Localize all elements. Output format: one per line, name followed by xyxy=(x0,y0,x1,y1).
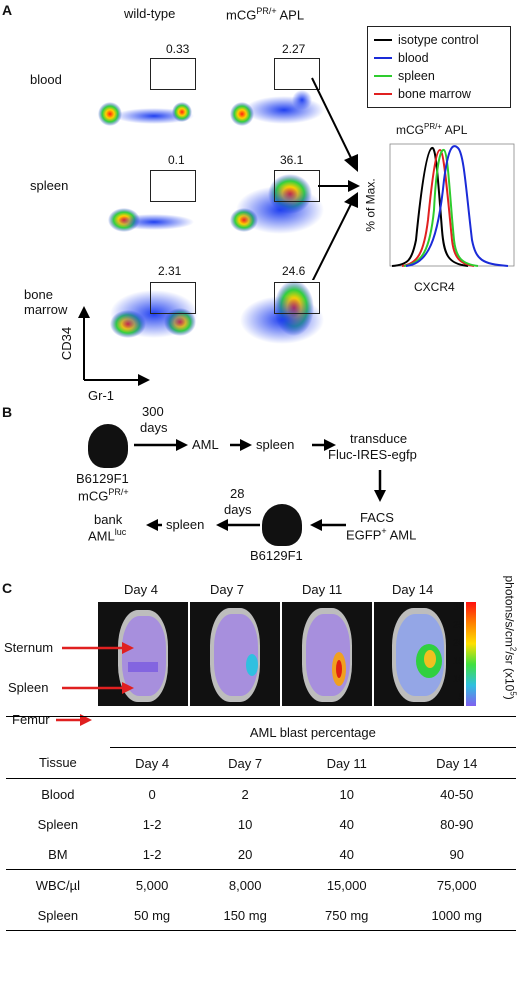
row-label-marrow: marrow xyxy=(24,302,68,317)
workflow-arrows xyxy=(134,439,386,531)
bank-line1: bank xyxy=(94,512,123,527)
xaxis-gr1: Gr-1 xyxy=(88,388,114,403)
axis-arrows xyxy=(78,306,150,386)
legend-item-isotype: isotype control xyxy=(374,33,479,47)
transduce-line1: transduce xyxy=(350,431,408,446)
table-header-row: Tissue Day 4 Day 7 Day 11 Day 14 xyxy=(6,748,516,779)
facs-line1: FACS xyxy=(360,510,394,525)
bioluminescence-day7 xyxy=(190,602,280,706)
facs-line2: EGFP+ AML xyxy=(346,526,417,543)
gate-value-wt-bm: 2.31 xyxy=(158,264,182,278)
gate-value-apl-blood: 2.27 xyxy=(282,42,306,56)
day-label-11: Day 11 xyxy=(302,582,343,597)
plot-wt-bm xyxy=(110,290,198,338)
spleen-node-2: spleen xyxy=(166,517,205,532)
table-row: Blood 0 2 10 40-50 xyxy=(41,786,474,802)
gate-wt-bm xyxy=(150,282,196,314)
transduce-line2: Fluc-IRES-egfp xyxy=(328,447,417,462)
organ-arrows xyxy=(56,642,134,726)
days28-line2: days xyxy=(224,502,252,517)
bioluminescence-day14 xyxy=(374,602,464,706)
bank-line2: AMLluc xyxy=(88,527,127,544)
colorbar-ticks: 30 25 20 15 10 5 xyxy=(452,602,464,703)
organ-label-spleen: Spleen xyxy=(8,680,49,695)
facs-dotplot-grid xyxy=(98,90,324,344)
strain1-line1: B6129F1 xyxy=(76,471,129,486)
gate-apl-bm xyxy=(274,282,320,314)
row-label-bone: bone xyxy=(24,287,53,302)
panel-b-letter: B xyxy=(2,404,13,420)
histogram-xlabel: CXCR4 xyxy=(414,280,455,294)
col-header-wildtype: wild-type xyxy=(124,6,176,21)
legend-swatch-bonemarrow xyxy=(374,92,392,96)
plot-apl-blood xyxy=(230,90,324,126)
legend-item-blood: blood xyxy=(374,51,429,65)
mouse-icon-2 xyxy=(262,504,302,546)
legend-swatch-blood xyxy=(374,56,392,60)
strain2: B6129F1 xyxy=(250,548,303,563)
legend-box: isotype control blood spleen bone marrow xyxy=(367,26,511,108)
gate-wt-spleen xyxy=(150,170,196,202)
day-label-4: Day 4 xyxy=(124,582,158,597)
gate-value-apl-spleen: 36.1 xyxy=(280,153,304,167)
panel-a-letter: A xyxy=(2,2,13,18)
table-header-span: AML blast percentage xyxy=(109,716,516,748)
row-label-spleen: spleen xyxy=(30,178,69,193)
organ-label-femur: Femur xyxy=(12,712,50,727)
table-row: WBC/µl 5,000 8,000 15,000 75,000 xyxy=(35,877,477,893)
days300-line2: days xyxy=(140,420,168,435)
strain1-line2: mCGPR/+ xyxy=(78,487,129,504)
table-row: Spleen 1-2 10 40 80-90 xyxy=(37,816,474,832)
gate-value-apl-bm: 24.6 xyxy=(282,264,306,278)
plot-apl-bm xyxy=(240,280,324,344)
plot-wt-spleen xyxy=(108,208,194,232)
arrows-to-histogram xyxy=(311,77,360,280)
panel-c-letter: C xyxy=(2,580,13,596)
aml-blast-table: AML blast percentage Tissue Day 4 Day 7 … xyxy=(6,716,516,931)
legend-swatch-isotype xyxy=(374,38,392,42)
gate-value-wt-spleen: 0.1 xyxy=(168,153,185,167)
gate-apl-blood xyxy=(274,58,320,90)
histogram-title: mCGPR/+ APL xyxy=(396,122,468,137)
table-row: Spleen 50 mg 150 mg 750 mg 1000 mg xyxy=(6,900,516,931)
row-label-blood: blood xyxy=(30,72,62,87)
mouse-icon-1 xyxy=(88,424,128,468)
gate-wt-blood xyxy=(150,58,196,90)
plot-wt-blood xyxy=(98,102,194,126)
aml-node: AML xyxy=(192,437,219,452)
colorbar xyxy=(466,602,476,706)
legend-item-bonemarrow: bone marrow xyxy=(374,87,471,101)
day-label-14: Day 14 xyxy=(392,582,434,597)
histogram-cxcr4 xyxy=(389,143,515,267)
day-label-7: Day 7 xyxy=(210,582,244,597)
colorbar-label: photons/s/cm2/sr (x105) xyxy=(502,575,518,700)
days28-line1: 28 xyxy=(230,486,245,501)
spleen-node-1: spleen xyxy=(256,437,295,452)
legend-swatch-spleen xyxy=(374,74,392,78)
organ-label-sternum: Sternum xyxy=(4,640,54,655)
plot-apl-spleen xyxy=(230,174,324,234)
bioluminescence-day11 xyxy=(282,602,372,706)
days300-line1: 300 xyxy=(142,404,164,419)
gate-value-wt-blood: 0.33 xyxy=(166,42,190,56)
legend-item-spleen: spleen xyxy=(374,69,435,83)
table-row: BM 1-2 20 40 90 xyxy=(6,839,516,870)
col-header-apl: mCGPR/+ APL xyxy=(226,6,305,23)
